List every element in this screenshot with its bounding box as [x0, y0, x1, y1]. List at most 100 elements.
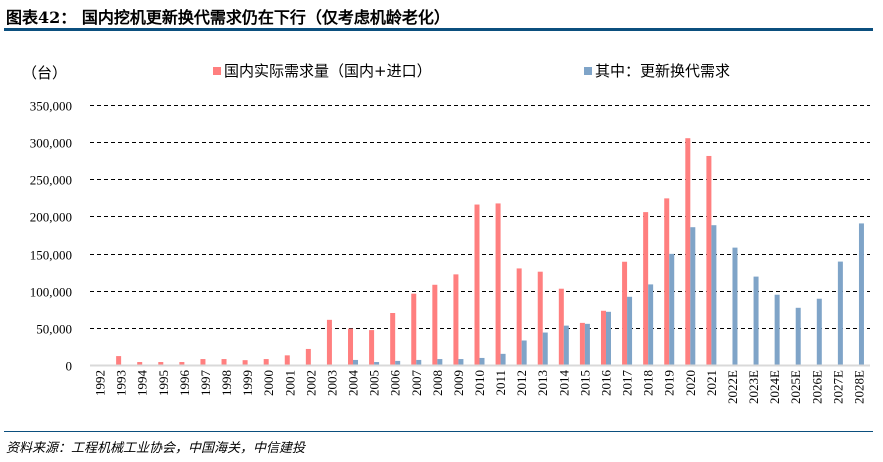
x-tick-label: 2025E — [788, 370, 803, 404]
bar-domestic-demand — [200, 359, 206, 365]
bar-domestic-demand — [221, 359, 227, 365]
bar-replacement-demand — [374, 362, 380, 365]
bar-domestic-demand — [685, 138, 691, 365]
bar-replacement-demand — [732, 247, 738, 365]
bar-domestic-demand — [643, 212, 649, 365]
bar-replacement-demand — [711, 225, 717, 365]
bar-replacement-demand — [753, 276, 759, 365]
bar-domestic-demand — [432, 284, 438, 365]
x-tick-label: 2019 — [662, 370, 677, 396]
legend-swatch-domestic — [213, 66, 221, 75]
bar-domestic-demand — [706, 155, 712, 365]
x-tick-label: 2018 — [641, 370, 656, 396]
bar-domestic-demand — [263, 359, 269, 365]
x-tick-label: 2028E — [851, 370, 866, 404]
x-tick-label: 1995 — [156, 370, 171, 396]
x-tick-label: 2013 — [535, 370, 550, 396]
x-tick-label: 2005 — [367, 370, 382, 396]
bar-replacement-demand — [858, 223, 864, 365]
y-tick-label: 300,000 — [30, 136, 72, 151]
x-tick-label: 2011 — [493, 370, 508, 396]
y-tick-label: 100,000 — [30, 285, 72, 300]
x-tick-label: 2022E — [725, 370, 740, 404]
y-tick-label: 0 — [66, 359, 73, 374]
bar-domestic-demand — [158, 362, 164, 365]
source-note: 资料来源：工程机械工业协会，中国海关，中信建投 — [6, 441, 306, 456]
bar-domestic-demand — [179, 362, 185, 365]
legend-label-domestic: 国内实际需求量（国内+进口） — [224, 62, 432, 80]
x-tick-label: 2012 — [514, 370, 529, 396]
bar-domestic-demand — [390, 313, 396, 365]
bar-replacement-demand — [837, 261, 843, 365]
x-tick-label: 2007 — [409, 370, 424, 397]
gridlines — [90, 105, 870, 329]
x-tick-label: 1998 — [219, 370, 234, 396]
x-tick-label: 2016 — [598, 370, 613, 397]
x-tick-label: 2017 — [620, 370, 635, 397]
bar-replacement-demand — [521, 340, 527, 365]
bar-replacement-demand — [774, 294, 780, 365]
x-tick-label: 2006 — [388, 370, 403, 397]
x-tick-label: 1994 — [135, 370, 150, 397]
legend-swatch-replacement — [584, 66, 592, 75]
x-tick-label: 2023E — [746, 370, 761, 404]
title-rule — [4, 28, 873, 31]
legend-label-replacement: 其中：更新换代需求 — [595, 62, 731, 80]
bar-replacement-demand — [795, 307, 801, 365]
bar-replacement-demand — [605, 311, 611, 365]
bar-replacement-demand — [395, 360, 401, 365]
bar-domestic-demand — [579, 322, 585, 365]
y-tick-label: 150,000 — [30, 248, 72, 263]
bar-replacement-demand — [416, 359, 422, 365]
bar-replacement-demand — [500, 353, 506, 365]
bar-replacement-demand — [563, 325, 569, 365]
x-tick-label: 2001 — [282, 370, 297, 396]
y-axis-ticks: 0 50,000 100,000 150,000 200,000 250,000 300,0… — [30, 99, 72, 374]
y-axis-unit-label: （台） — [22, 64, 68, 82]
bar-replacement-demand — [816, 298, 822, 365]
bar-domestic-demand — [664, 198, 670, 365]
bar-domestic-demand — [242, 360, 248, 365]
bar-domestic-demand — [600, 310, 606, 365]
x-tick-label: 1993 — [114, 370, 129, 396]
x-tick-label: 2015 — [577, 370, 592, 396]
bar-replacement-demand — [648, 284, 654, 365]
bar-replacement-demand — [479, 357, 485, 365]
bar-replacement-demand — [627, 296, 633, 365]
bar-replacement-demand — [353, 359, 359, 365]
bar-domestic-demand — [348, 328, 354, 365]
x-tick-label: 2000 — [261, 370, 276, 396]
y-tick-label: 200,000 — [30, 210, 72, 225]
bar-domestic-demand — [453, 274, 459, 365]
x-tick-label: 2003 — [324, 370, 339, 396]
legend-item-domestic-demand: 国内实际需求量（国内+进口） — [213, 60, 432, 81]
legend-item-replacement-demand: 其中：更新换代需求 — [584, 60, 730, 81]
bar-domestic-demand — [622, 261, 628, 365]
x-tick-label: 2020 — [683, 370, 698, 396]
bar-replacement-demand — [437, 359, 443, 365]
x-tick-label: 2014 — [556, 370, 571, 397]
x-tick-label: 2027E — [830, 370, 845, 404]
bar-replacement-demand — [690, 227, 696, 365]
bar-domestic-demand — [558, 288, 564, 365]
bar-replacement-demand — [458, 359, 464, 365]
x-tick-label: 2026E — [809, 370, 824, 404]
x-tick-label: 2004 — [346, 370, 361, 397]
x-axis-ticks: 1992 1993 1994 1995 1996 1997 1998 1999 2000 2001… — [93, 370, 867, 404]
bar-replacement-demand — [542, 332, 548, 365]
bar-domestic-demand — [369, 330, 375, 365]
footer-rule — [4, 431, 873, 432]
bar-domestic-demand — [537, 271, 543, 365]
x-tick-label: 2008 — [430, 370, 445, 396]
bar-domestic-demand — [495, 203, 501, 365]
chart-title: 图表42： 国内挖机更新换代需求仍在下行（仅考虑机龄老化） — [6, 8, 450, 27]
bar-domestic-demand — [326, 319, 332, 365]
bar-domestic-demand — [137, 362, 143, 365]
y-tick-label: 350,000 — [30, 99, 72, 114]
x-tick-label: 2009 — [451, 370, 466, 396]
bar-domestic-demand — [116, 356, 122, 365]
bar-replacement-demand — [584, 323, 590, 365]
x-tick-label: 1992 — [93, 370, 108, 396]
x-tick-label: 1996 — [177, 370, 192, 397]
